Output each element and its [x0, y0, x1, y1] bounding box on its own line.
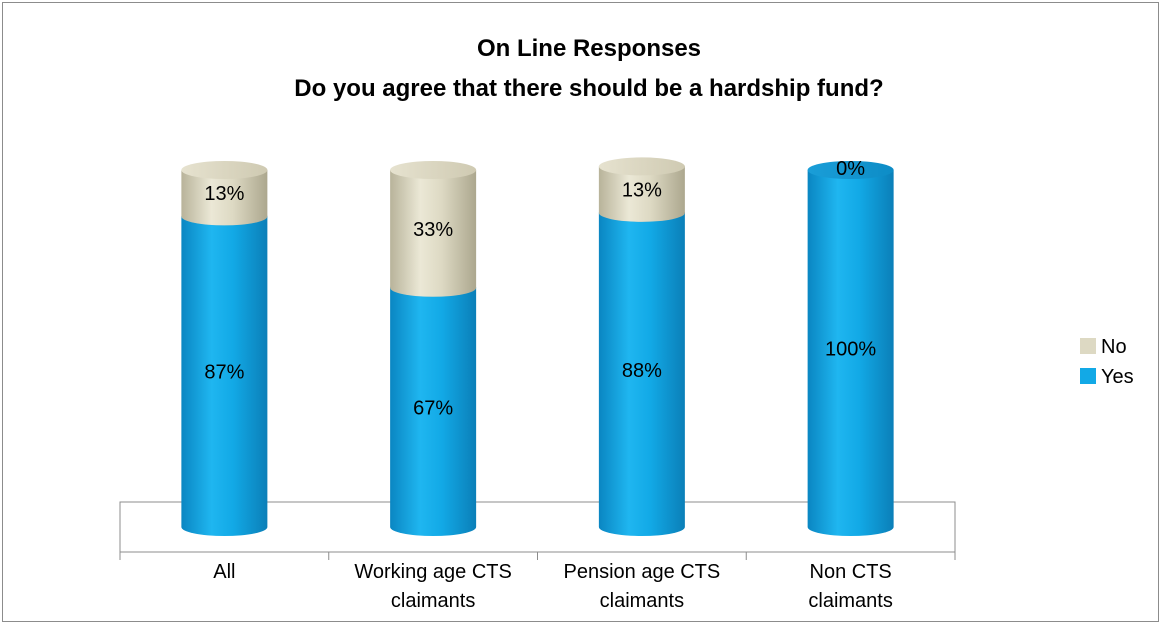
bar-no-0 [181, 170, 268, 226]
bar-top-no-2 [598, 157, 685, 176]
category-label-1: claimants [391, 590, 475, 612]
bar-top-no-0 [181, 161, 268, 179]
bar-yes-0 [181, 216, 268, 536]
chart-title-group: On Line Responses Do you agree that ther… [294, 35, 883, 102]
category-label-0: All [213, 561, 235, 583]
bar-no-1 [390, 170, 477, 297]
bars-group [181, 157, 894, 536]
category-label-3: claimants [808, 590, 892, 612]
legend: No Yes [1080, 336, 1134, 388]
bar-yes-3 [807, 170, 894, 536]
bar-yes-2 [598, 212, 685, 536]
legend-swatch-no [1080, 338, 1096, 354]
data-label-yes-2: 88% [622, 360, 662, 382]
category-label-2: Pension age CTS [563, 561, 720, 583]
legend-label-no: No [1101, 336, 1127, 358]
category-labels-group: All Working age CTS claimants Pension age C… [119, 552, 956, 612]
category-label-1: Working age CTS [354, 561, 511, 583]
data-label-no-3: 0% [836, 158, 865, 180]
category-label-2: claimants [600, 590, 684, 612]
bar-yes-1 [390, 287, 477, 536]
data-labels-group: 87% 13% 67% 33% 88% 13% 100% 0% [204, 158, 876, 419]
bar-no-2 [598, 166, 685, 222]
data-label-yes-1: 67% [413, 397, 453, 419]
data-label-no-0: 13% [204, 183, 244, 205]
data-label-yes-0: 87% [204, 362, 244, 384]
legend-swatch-yes [1080, 368, 1096, 384]
data-label-yes-3: 100% [825, 339, 876, 361]
data-label-no-2: 13% [622, 180, 662, 202]
category-label-3: Non CTS [810, 561, 892, 583]
bar-top-no-1 [390, 161, 477, 179]
data-label-no-1: 33% [413, 219, 453, 241]
bar-top-yes-3 [807, 161, 894, 179]
chart-subtitle: Do you agree that there should be a hard… [294, 75, 883, 102]
chart-title: On Line Responses [477, 35, 701, 62]
legend-label-yes: Yes [1101, 366, 1134, 388]
